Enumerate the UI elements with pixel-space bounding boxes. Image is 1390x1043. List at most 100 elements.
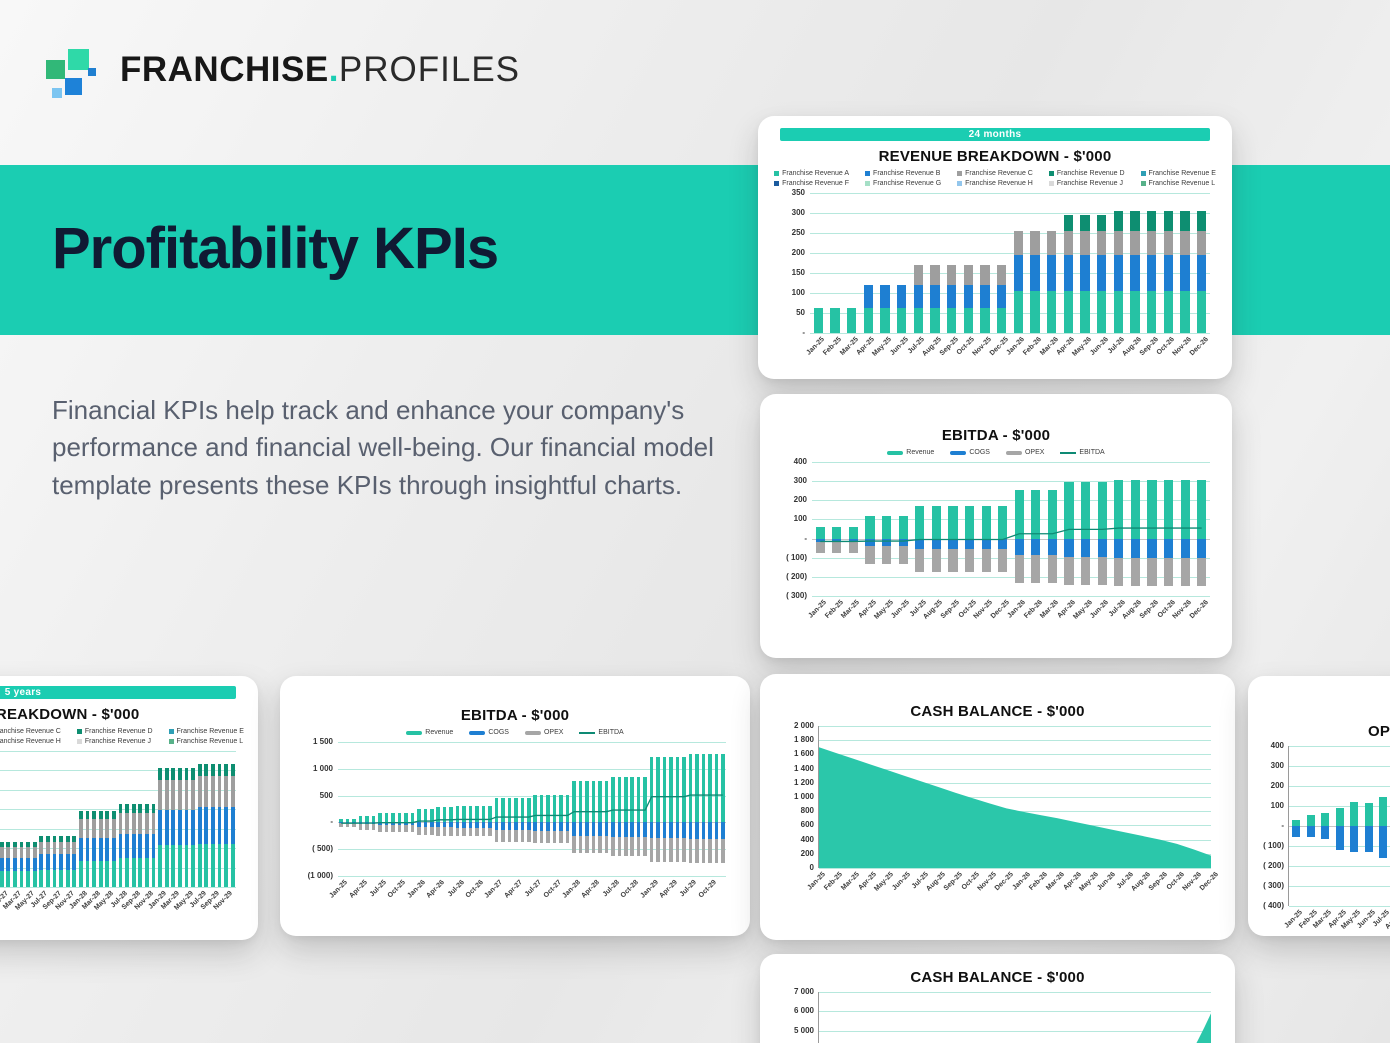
bar-segment bbox=[1350, 826, 1359, 852]
bar-segment bbox=[897, 308, 907, 333]
bar-segment bbox=[39, 854, 44, 870]
bar-segment bbox=[138, 833, 143, 859]
y-axis-label: ( 500) bbox=[312, 844, 333, 854]
bar-segment bbox=[1047, 290, 1057, 333]
bar-segment bbox=[546, 822, 550, 832]
bar-segment bbox=[79, 811, 83, 819]
bar-segment bbox=[164, 780, 169, 810]
bar-segment bbox=[656, 757, 660, 823]
gridline bbox=[0, 867, 236, 869]
bar-segment bbox=[429, 822, 434, 827]
bar-segment bbox=[112, 819, 116, 838]
bar-segment bbox=[184, 809, 189, 846]
y-axis-label: 0 bbox=[809, 863, 814, 872]
bar-segment bbox=[948, 538, 958, 550]
bar-segment bbox=[1097, 255, 1107, 291]
bar-segment bbox=[217, 806, 222, 844]
x-axis-label: Jan-26 bbox=[406, 879, 427, 900]
bar-segment bbox=[178, 845, 182, 887]
bar-segment bbox=[138, 858, 143, 887]
bar-segment bbox=[1292, 820, 1301, 826]
bar-segment bbox=[598, 822, 602, 836]
bar-segment bbox=[815, 538, 825, 543]
bar-segment bbox=[552, 794, 557, 823]
bar-segment bbox=[442, 822, 447, 828]
y-axis-label: 1 600 bbox=[793, 749, 814, 759]
y-axis-label: 100 bbox=[1270, 801, 1284, 810]
bar-segment bbox=[1080, 215, 1090, 231]
bar-segment bbox=[501, 822, 505, 831]
x-axis-labels: Jan-25 Feb-25 Mar-25 Apr-25 May-25 Jun-25 Jul-… bbox=[1284, 906, 1390, 948]
legend-item: Revenue bbox=[406, 729, 453, 736]
bar-segment bbox=[6, 842, 11, 848]
bar-segment bbox=[164, 845, 169, 887]
bar-segment bbox=[462, 822, 466, 828]
bar-segment bbox=[59, 854, 63, 870]
bar-segment bbox=[0, 857, 4, 872]
bar-segment bbox=[358, 824, 363, 830]
bar-segment bbox=[623, 776, 628, 823]
bar-segment bbox=[59, 836, 63, 842]
bar-segment bbox=[391, 822, 395, 826]
bar-segment bbox=[669, 838, 673, 863]
gridline bbox=[810, 313, 1210, 314]
bar-segment bbox=[19, 842, 24, 848]
bar-segment bbox=[488, 827, 492, 836]
bar-segment bbox=[1197, 230, 1207, 256]
bar-segment bbox=[617, 776, 622, 823]
bar-segment bbox=[39, 869, 44, 887]
logo-square-icon bbox=[46, 60, 65, 79]
bar-segment bbox=[526, 822, 531, 831]
bar-segment bbox=[1197, 557, 1207, 587]
legend-item: Franchise Revenue A bbox=[774, 170, 849, 177]
bar-segment bbox=[832, 526, 842, 539]
bar-segment bbox=[998, 506, 1008, 539]
bar-segment bbox=[138, 804, 143, 813]
bar-segment bbox=[915, 538, 925, 550]
bar-segment bbox=[365, 815, 369, 823]
bar-segment bbox=[998, 549, 1008, 573]
legend-item: OPEX bbox=[524, 729, 564, 736]
plot-area: 400 300 200 100-( 100)( 200)( 300)( 400) Jan… bbox=[1263, 742, 1390, 931]
bar-segment bbox=[1350, 802, 1359, 826]
bar-segment bbox=[105, 811, 110, 819]
bar-segment bbox=[880, 308, 890, 333]
y-axis-label: 5 000 bbox=[793, 1025, 814, 1035]
bar-segment bbox=[455, 822, 460, 828]
bar-segment bbox=[1064, 538, 1074, 557]
bar-segment bbox=[1114, 480, 1124, 539]
bar-segment bbox=[211, 763, 215, 776]
bar-segment bbox=[1014, 489, 1024, 539]
gridline bbox=[0, 848, 236, 850]
bar-segment bbox=[39, 841, 44, 855]
bar-segment bbox=[675, 822, 680, 839]
bar-segment bbox=[410, 825, 415, 832]
bar-segment bbox=[1130, 557, 1140, 587]
bar-segment bbox=[191, 768, 195, 781]
y-axis-label: 400 bbox=[1270, 741, 1284, 750]
gridline bbox=[1289, 786, 1390, 787]
legend-item: Revenue bbox=[887, 449, 934, 456]
bar-segment bbox=[559, 822, 563, 832]
bar-segment bbox=[151, 812, 156, 834]
chart-title: CASH BALANCE - $'000 bbox=[910, 969, 1085, 986]
line-series bbox=[341, 794, 723, 824]
bar-segment bbox=[378, 822, 382, 826]
bar-segment bbox=[52, 841, 57, 855]
bar-segment bbox=[125, 858, 129, 887]
bar-segment bbox=[1163, 557, 1174, 587]
bar-segment bbox=[578, 780, 583, 823]
bar-segment bbox=[105, 837, 110, 861]
bar-segment bbox=[688, 839, 693, 864]
chart-title: REVENUE BREAKDOWN - $'000 bbox=[878, 148, 1112, 165]
legend-label: Franchise Revenue F bbox=[782, 180, 850, 187]
bar-segment bbox=[191, 780, 195, 810]
bar-segment bbox=[848, 542, 858, 554]
page-title: Profitability KPIs bbox=[52, 216, 499, 281]
y-axis-label: 1 000 bbox=[793, 792, 814, 801]
bar-segment bbox=[98, 819, 103, 838]
bar-segment bbox=[171, 780, 176, 810]
legend-item: Franchise Revenue C bbox=[0, 728, 61, 735]
bar-segment bbox=[649, 838, 654, 863]
legend-label: OPEX bbox=[543, 729, 564, 736]
